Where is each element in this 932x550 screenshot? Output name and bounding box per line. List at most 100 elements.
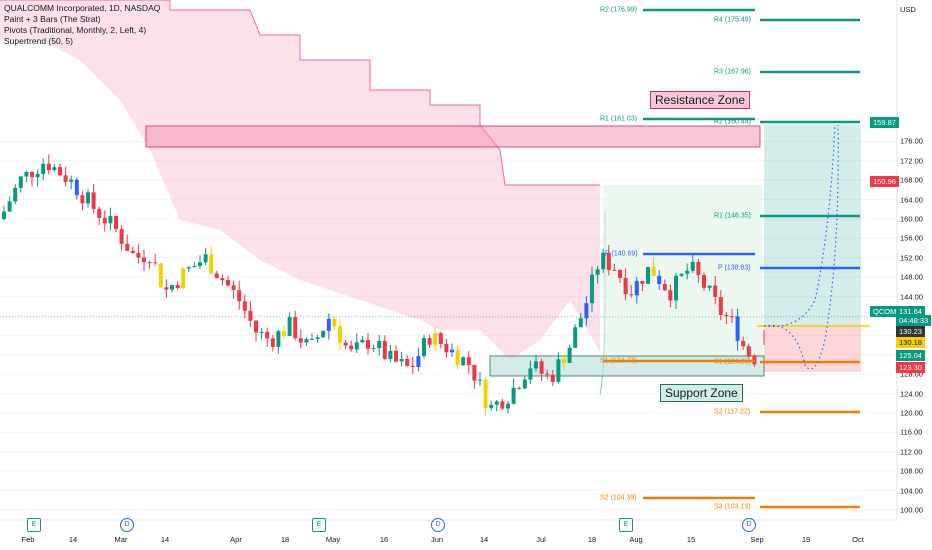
candle-body bbox=[237, 290, 242, 302]
time-tick: 15 bbox=[686, 535, 696, 544]
candle-body bbox=[746, 346, 751, 356]
pivot-label: R1 (146.35) bbox=[714, 212, 751, 220]
candle-body bbox=[2, 211, 6, 219]
price-tick: 100.00 bbox=[900, 505, 923, 515]
price-tag: 130.18 bbox=[896, 337, 925, 348]
candle-body bbox=[388, 350, 393, 359]
price-axis[interactable]: 176.00 172.00 168.00 164.00 160.00 156.00 152.… bbox=[897, 0, 932, 520]
candle-body bbox=[741, 340, 746, 347]
earnings-event-icon[interactable]: E bbox=[619, 518, 633, 532]
legend-symbol: QUALCOMM Incorporated, 1D, NASDAQ bbox=[4, 3, 161, 13]
candle-body bbox=[556, 359, 561, 382]
price-tick: 104.00 bbox=[900, 486, 923, 496]
candle-body bbox=[175, 285, 180, 288]
time-tick: 19 bbox=[801, 535, 811, 544]
candle-body bbox=[472, 364, 477, 381]
candle-body bbox=[629, 294, 634, 296]
time-tick: 14 bbox=[479, 535, 489, 544]
candle-body bbox=[584, 303, 589, 319]
candle-body bbox=[438, 333, 443, 344]
dividend-event-icon[interactable]: D bbox=[120, 518, 134, 532]
candle-body bbox=[326, 318, 331, 331]
price-tick: 120.00 bbox=[900, 408, 923, 418]
price-tick: 164.00 bbox=[900, 195, 923, 205]
candle-body bbox=[466, 357, 471, 365]
support-zone-label[interactable]: Support Zone bbox=[660, 384, 743, 402]
price-tick: 108.00 bbox=[900, 466, 923, 476]
candle-body bbox=[573, 327, 578, 348]
candle-body bbox=[214, 273, 219, 279]
time-tick: 16 bbox=[379, 535, 389, 544]
candle-body bbox=[30, 171, 34, 178]
earnings-event-icon[interactable]: E bbox=[312, 518, 326, 532]
earnings-event-icon[interactable]: E bbox=[27, 518, 41, 532]
time-tick: Aug bbox=[629, 535, 643, 544]
candle-body bbox=[550, 374, 555, 382]
time-tick: 18 bbox=[280, 535, 290, 544]
dividend-event-icon[interactable]: D bbox=[742, 518, 756, 532]
candle-body bbox=[545, 373, 550, 375]
candle-body bbox=[651, 266, 656, 276]
candle-body bbox=[293, 317, 298, 339]
candle-body bbox=[86, 192, 90, 204]
legend-indicator-strat: Paint + 3 Bars (The Strat) bbox=[4, 14, 101, 24]
dividend-event-icon[interactable]: D bbox=[431, 518, 445, 532]
candle-body bbox=[287, 317, 292, 336]
pivot-label: S1 (124.73) bbox=[600, 357, 637, 365]
candle-body bbox=[427, 338, 432, 345]
candle-body bbox=[226, 280, 230, 286]
candle-body bbox=[433, 333, 438, 345]
candle-body bbox=[478, 379, 482, 381]
candle-body bbox=[254, 320, 258, 333]
candle-body bbox=[634, 280, 639, 296]
candle-body bbox=[483, 379, 488, 408]
candle-body bbox=[578, 318, 583, 328]
time-tick: Jun bbox=[430, 535, 444, 544]
candle-body bbox=[450, 349, 454, 353]
candle-body bbox=[153, 262, 158, 264]
price-tick: 168.00 bbox=[900, 175, 923, 185]
time-tick: Mar bbox=[114, 535, 128, 544]
candle-body bbox=[119, 229, 124, 244]
pivot-label: P (140.69) bbox=[605, 250, 638, 258]
time-tick: Feb bbox=[21, 535, 35, 544]
candle-body bbox=[416, 356, 421, 367]
candle-body bbox=[685, 270, 690, 274]
candle-body bbox=[713, 285, 718, 298]
candle-body bbox=[13, 187, 18, 202]
candle-body bbox=[298, 338, 303, 343]
pivot-label: R3 (167.96) bbox=[714, 68, 751, 76]
pivot-label: P (138.83) bbox=[718, 264, 751, 272]
candle-body bbox=[69, 179, 74, 182]
price-tag: 150.96 bbox=[870, 176, 899, 187]
candle-body bbox=[270, 338, 275, 347]
candle-body bbox=[623, 277, 628, 295]
pivot-label: S3 (103.13) bbox=[714, 503, 751, 511]
candle-body bbox=[349, 345, 354, 350]
projection-curve bbox=[763, 124, 839, 370]
candle-body bbox=[646, 266, 650, 284]
pivot-label: S2 (117.22) bbox=[714, 408, 751, 416]
candle-body bbox=[142, 257, 146, 263]
candle-body bbox=[590, 274, 594, 304]
candle-body bbox=[528, 368, 533, 380]
candle-body bbox=[35, 173, 40, 178]
candle-body bbox=[164, 287, 169, 290]
candle-body bbox=[102, 217, 107, 224]
candle-body bbox=[461, 357, 466, 366]
resistance-zone-label[interactable]: Resistance Zone bbox=[650, 91, 751, 109]
price-tick: 124.00 bbox=[900, 389, 923, 399]
candle-body bbox=[220, 278, 225, 281]
candle-body bbox=[265, 331, 270, 339]
candle-body bbox=[7, 201, 12, 212]
candle-body bbox=[539, 361, 544, 374]
price-tag: 125.04 bbox=[896, 350, 925, 361]
pivot-label: S2 (104.39) bbox=[600, 494, 637, 502]
supertrend-fill bbox=[0, 0, 600, 360]
pivot-label: S1 (124.25) bbox=[714, 358, 751, 366]
candle-body bbox=[567, 347, 572, 363]
time-axis[interactable]: Feb 14 Mar 14 Apr 18 May 16 Jun 14 Jul 18 Aug 15 Sep 19… bbox=[0, 520, 897, 550]
candle-body bbox=[242, 301, 247, 311]
